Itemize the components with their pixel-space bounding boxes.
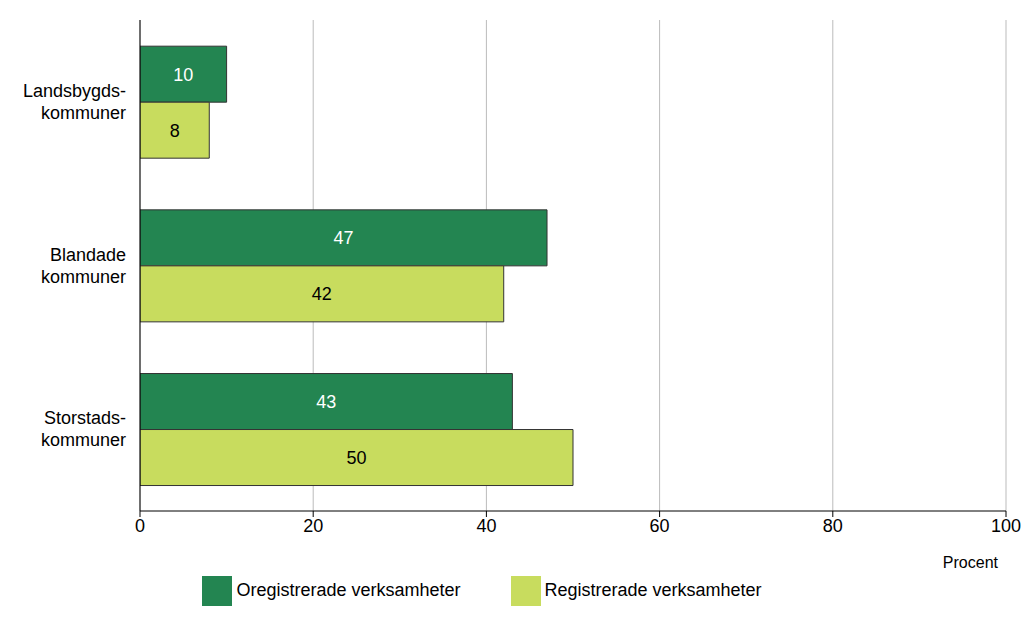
svg-text:Blandadekommuner: Blandadekommuner — [41, 245, 126, 287]
svg-text:8: 8 — [170, 121, 180, 141]
svg-text:0: 0 — [135, 516, 145, 536]
svg-text:Procent: Procent — [943, 554, 999, 571]
svg-text:47: 47 — [333, 228, 353, 248]
svg-text:100: 100 — [991, 516, 1016, 536]
svg-text:42: 42 — [312, 284, 332, 304]
svg-text:43: 43 — [316, 392, 336, 412]
svg-text:80: 80 — [823, 516, 843, 536]
html-text:Registrerade verksamheter: Registrerade verksamheter — [544, 579, 762, 600]
svg-text:50: 50 — [346, 448, 366, 468]
svg-text:Storstads-kommuner: Storstads-kommuner — [41, 408, 126, 450]
svg-text:40: 40 — [476, 516, 496, 536]
html-text:Oregistrerade verksamheter: Oregistrerade verksamheter — [236, 579, 461, 600]
svg-text:60: 60 — [650, 516, 670, 536]
svg-text:20: 20 — [303, 516, 323, 536]
svg-text:Landsbygds-kommuner: Landsbygds-kommuner — [23, 81, 126, 123]
svg-text:10: 10 — [173, 65, 193, 85]
